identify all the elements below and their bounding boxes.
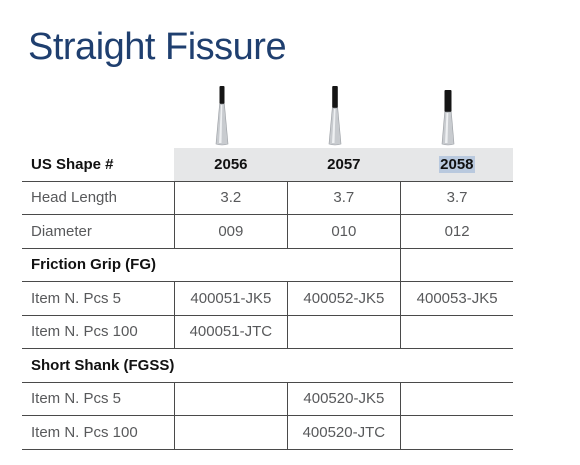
table-row: Item N. Pcs 5 400520-JK5 [22,382,514,416]
bur-2057-image [315,86,355,146]
table-row: Item N. Pcs 5 400051-JK5 400052-JK5 4000… [22,281,514,316]
cell: 400520-JK5 [286,382,401,416]
cell: 012 [399,214,514,249]
header-col-2057: 2057 [287,148,401,182]
section-title: Short Shank (FGSS) [22,348,175,383]
cell: 3.2 [173,181,288,215]
header-label: US Shape # [22,148,175,182]
section-title: Friction Grip (FG) [22,248,175,282]
cell [173,415,288,450]
spec-table: US Shape # 2056 2057 2058 Head Length 3.… [22,148,514,450]
table-row: Item N. Pcs 100 400520-JTC [22,415,514,450]
row-label: Head Length [22,181,175,215]
table-row: Diameter 009 010 012 [22,214,514,249]
cell: 400051-JK5 [173,281,288,316]
cell: 3.7 [286,181,401,215]
section-header-row: Friction Grip (FG) [22,248,514,282]
cell [286,315,401,349]
header-col-2056: 2056 [174,148,288,182]
table-row: Item N. Pcs 100 400051-JTC [22,315,514,349]
cell: 400052-JK5 [286,281,401,316]
cell [399,415,514,450]
bur-2058-image [428,86,468,146]
cell [173,382,288,416]
bur-2056-image [202,86,242,146]
section-header-row: Short Shank (FGSS) [22,348,514,383]
cell: 009 [173,214,288,249]
table-header-row: US Shape # 2056 2057 2058 [22,148,514,182]
row-label: Item N. Pcs 100 [22,415,175,450]
cell: 400053-JK5 [399,281,514,316]
page-title: Straight Fissure [28,26,287,68]
cell [399,382,514,416]
row-label: Item N. Pcs 100 [22,315,175,349]
row-label: Item N. Pcs 5 [22,281,175,316]
table-row: Head Length 3.2 3.7 3.7 [22,181,514,215]
row-label: Diameter [22,214,175,249]
cell: 3.7 [399,181,514,215]
cell: 400051-JTC [173,315,288,349]
cell: 400520-JTC [286,415,401,450]
cell [399,315,514,349]
selected-text[interactable]: 2058 [439,155,475,173]
cell: 010 [286,214,401,249]
header-col-2058[interactable]: 2058 [400,148,514,182]
row-label: Item N. Pcs 5 [22,382,175,416]
